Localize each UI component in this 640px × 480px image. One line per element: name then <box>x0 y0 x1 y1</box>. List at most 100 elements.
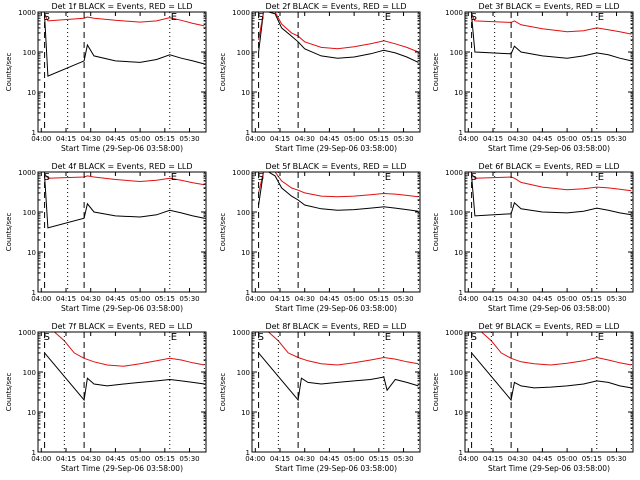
y-axis-label: Counts/sec <box>5 53 13 92</box>
end-annotation: E <box>171 12 177 23</box>
lld-series-line <box>471 13 632 35</box>
end-annotation: E <box>385 332 391 343</box>
y-tick-label: 1000 <box>445 329 463 337</box>
x-tick-label: 05:00 <box>344 135 364 143</box>
y-tick-label: 1000 <box>445 169 463 177</box>
end-annotation: E <box>171 332 177 343</box>
x-tick-label: 04:45 <box>532 455 552 463</box>
x-axis-label: Start Time (29-Sep-06 03:58:00) <box>488 144 610 153</box>
x-tick-label: 04:15 <box>56 455 76 463</box>
y-tick-label: 10 <box>27 89 36 97</box>
y-tick-label: 1 <box>246 289 250 297</box>
plot-frame <box>464 171 634 293</box>
x-tick-label: 04:15 <box>270 135 290 143</box>
end-annotation: E <box>598 332 604 343</box>
chart-title: Det 8f BLACK = Events, RED = LLD <box>265 322 406 331</box>
y-tick-label: 10 <box>454 249 463 257</box>
y-axis-label: Counts/sec <box>219 53 227 92</box>
events-series-line <box>471 175 632 217</box>
x-tick-label: 04:00 <box>458 295 478 303</box>
x-tick-label: 05:15 <box>369 135 389 143</box>
x-axis-label: Start Time (29-Sep-06 03:58:00) <box>488 304 610 313</box>
x-tick-label: 04:45 <box>532 295 552 303</box>
start-annotation: S <box>258 332 264 343</box>
x-tick-label: 04:15 <box>270 455 290 463</box>
y-tick-label: 1000 <box>232 329 250 337</box>
events-series-line <box>44 15 205 77</box>
x-tick-label: 04:00 <box>245 295 265 303</box>
y-tick-label: 100 <box>23 369 36 377</box>
y-tick-label: 10 <box>241 249 250 257</box>
x-tick-label: 04:30 <box>81 135 101 143</box>
y-tick-label: 1 <box>32 449 36 457</box>
y-tick-label: 100 <box>23 49 36 57</box>
plot-frame <box>251 11 421 133</box>
y-tick-label: 100 <box>450 209 463 217</box>
x-tick-label: 04:30 <box>295 295 315 303</box>
y-tick-label: 1 <box>246 129 250 137</box>
events-series-line <box>258 11 419 63</box>
x-axis-label: Start Time (29-Sep-06 03:58:00) <box>275 464 397 473</box>
chart-title: Det 4f BLACK = Events, RED = LLD <box>51 162 192 171</box>
chart-title: Det 5f BLACK = Events, RED = LLD <box>265 162 406 171</box>
y-tick-label: 100 <box>450 369 463 377</box>
y-tick-label: 1000 <box>232 9 250 17</box>
x-tick-label: 04:00 <box>458 455 478 463</box>
chart-title: Det 9f BLACK = Events, RED = LLD <box>478 322 619 331</box>
y-tick-label: 1 <box>32 289 36 297</box>
plot-frame <box>251 331 421 453</box>
x-tick-label: 04:00 <box>245 455 265 463</box>
y-axis-label: Counts/sec <box>5 373 13 412</box>
y-tick-label: 1 <box>459 129 463 137</box>
events-series-line <box>44 352 205 402</box>
x-tick-label: 05:30 <box>393 295 413 303</box>
x-axis-label: Start Time (29-Sep-06 03:58:00) <box>488 464 610 473</box>
x-tick-label: 04:00 <box>31 295 51 303</box>
start-annotation: S <box>471 172 477 183</box>
chart-title: Det 7f BLACK = Events, RED = LLD <box>51 322 192 331</box>
x-tick-label: 05:30 <box>179 135 199 143</box>
y-tick-label: 10 <box>241 89 250 97</box>
lld-series-line <box>258 331 419 366</box>
lld-series-line <box>44 173 205 186</box>
x-tick-label: 04:30 <box>81 295 101 303</box>
x-tick-label: 04:00 <box>31 135 51 143</box>
lld-series-line <box>258 171 419 198</box>
x-tick-label: 05:15 <box>155 295 175 303</box>
x-axis-label: Start Time (29-Sep-06 03:58:00) <box>61 464 183 473</box>
events-series-line <box>258 352 419 402</box>
y-tick-label: 1000 <box>18 169 36 177</box>
events-series-line <box>258 171 419 212</box>
x-tick-label: 05:00 <box>557 135 577 143</box>
x-tick-label: 04:45 <box>319 295 339 303</box>
start-annotation: S <box>44 332 50 343</box>
y-tick-label: 100 <box>237 49 250 57</box>
chart-title: Det 1f BLACK = Events, RED = LLD <box>51 2 192 11</box>
lld-series-line <box>471 173 632 192</box>
x-tick-label: 05:00 <box>557 455 577 463</box>
x-tick-label: 04:15 <box>483 455 503 463</box>
y-tick-label: 10 <box>241 409 250 417</box>
x-tick-label: 05:00 <box>130 135 150 143</box>
y-axis-label: Counts/sec <box>5 213 13 252</box>
y-tick-label: 100 <box>23 209 36 217</box>
x-axis-label: Start Time (29-Sep-06 03:58:00) <box>61 304 183 313</box>
x-tick-label: 05:30 <box>606 135 626 143</box>
end-annotation: E <box>598 172 604 183</box>
y-tick-label: 1 <box>246 449 250 457</box>
y-tick-label: 100 <box>450 49 463 57</box>
x-tick-label: 05:15 <box>582 295 602 303</box>
x-tick-label: 05:00 <box>130 455 150 463</box>
x-tick-label: 04:00 <box>245 135 265 143</box>
lld-series-line <box>44 331 205 367</box>
y-tick-label: 1 <box>459 289 463 297</box>
plot-frame <box>37 11 207 133</box>
x-tick-label: 04:45 <box>105 135 125 143</box>
y-axis-label: Counts/sec <box>219 373 227 412</box>
chart-title: Det 2f BLACK = Events, RED = LLD <box>265 2 406 11</box>
y-axis-label: Counts/sec <box>432 213 440 252</box>
